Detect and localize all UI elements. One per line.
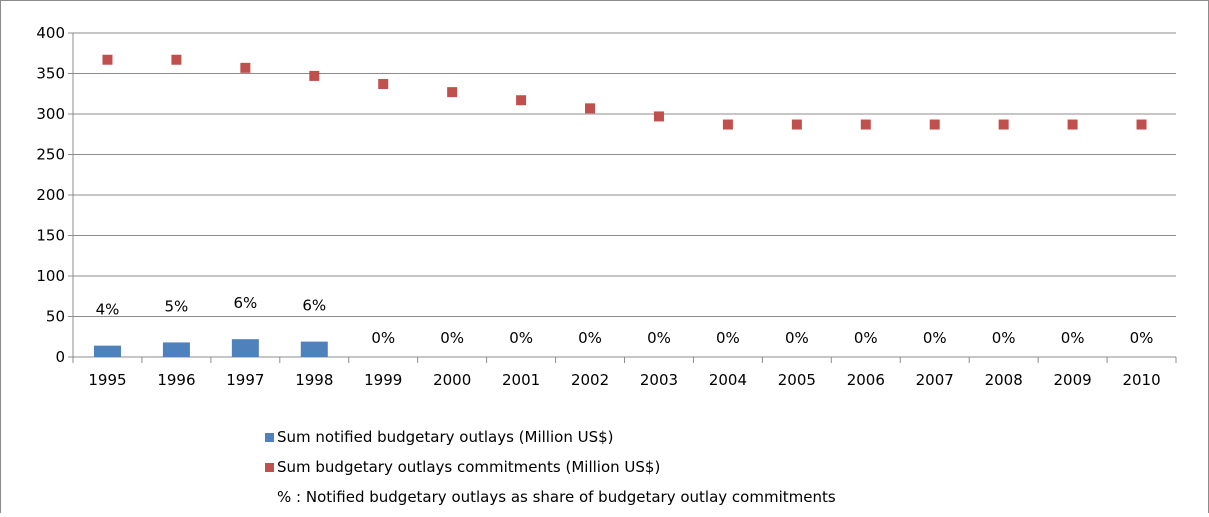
legend-swatch-markers [265,463,274,472]
data-label: 6% [233,294,257,312]
data-label: 0% [578,329,602,347]
x-tick-label: 1997 [226,371,264,389]
marker-point [516,95,527,106]
bar [231,339,259,357]
marker-point [378,79,389,90]
axes [68,32,1177,363]
marker-point [585,103,596,114]
marker-point [860,119,871,130]
data-label: 0% [785,329,809,347]
y-tick-label: 150 [36,227,65,245]
data-label: 0% [647,329,671,347]
y-tick-label: 100 [36,267,65,285]
data-label: 0% [854,329,878,347]
x-tick-label: 2010 [1122,371,1160,389]
marker-point [929,119,940,130]
x-tick-label: 2003 [640,371,678,389]
legend-swatch-bars [265,433,274,442]
legend: Sum notified budgetary outlays (Million … [265,428,836,506]
data-label: 0% [923,329,947,347]
data-label: 0% [1130,329,1154,347]
marker-point [1136,119,1147,130]
x-tick-label: 1995 [88,371,126,389]
marker-point [722,119,733,130]
marker-point [171,54,182,65]
marker-point [447,87,458,98]
data-label: 6% [302,297,326,315]
data-label: 4% [96,301,120,319]
marker-point [1067,119,1078,130]
y-tick-labels: 0 50 100 150 200 250 300 350 400 [36,24,65,366]
data-labels: 4% 5% 6% 6% 0% 0% 0% 0% 0% 0% 0% 0% 0% 0% 0% 0% [96,294,1154,347]
marker-point [791,119,802,130]
y-tick-label: 350 [36,65,65,83]
y-tick-label: 250 [36,146,65,164]
legend-note: % : Notified budgetary outlays as share … [277,488,836,506]
grid-lines [73,32,1176,317]
y-tick-label: 200 [36,186,65,204]
x-tick-label: 1998 [295,371,333,389]
marker-point [309,70,320,81]
marker-point [102,54,113,65]
y-tick-label: 400 [36,24,65,42]
data-label: 0% [1061,329,1085,347]
x-tick-label: 2005 [778,371,816,389]
bar [162,342,190,357]
x-tick-label: 2000 [433,371,471,389]
x-tick-label: 2008 [985,371,1023,389]
marker-point [653,111,664,122]
legend-label-markers: Sum budgetary outlays commitments (Milli… [277,458,660,476]
marker-point [240,62,251,73]
y-tick-label: 0 [55,348,65,366]
bar [300,341,328,357]
legend-label-bars: Sum notified budgetary outlays (Million … [277,428,614,446]
data-label: 0% [716,329,740,347]
data-label: 0% [440,329,464,347]
marker-point [998,119,1009,130]
data-label: 5% [165,297,189,315]
x-tick-label: 1996 [157,371,195,389]
data-label: 0% [371,329,395,347]
x-tick-label: 2002 [571,371,609,389]
x-tick-label: 2009 [1054,371,1092,389]
x-tick-label: 2007 [916,371,954,389]
x-tick-label: 1999 [364,371,402,389]
bar-series [93,339,328,357]
x-tick-label: 2006 [847,371,885,389]
y-tick-label: 300 [36,105,65,123]
x-tick-label: 2001 [502,371,540,389]
data-label: 0% [992,329,1016,347]
data-label: 0% [509,329,533,347]
x-tick-label: 2004 [709,371,747,389]
marker-series [102,54,1147,130]
y-tick-label: 50 [46,308,65,326]
bar [93,345,121,357]
x-tick-labels: 1995 1996 1997 1998 1999 2000 2001 2002 2003 2004… [88,371,1160,389]
